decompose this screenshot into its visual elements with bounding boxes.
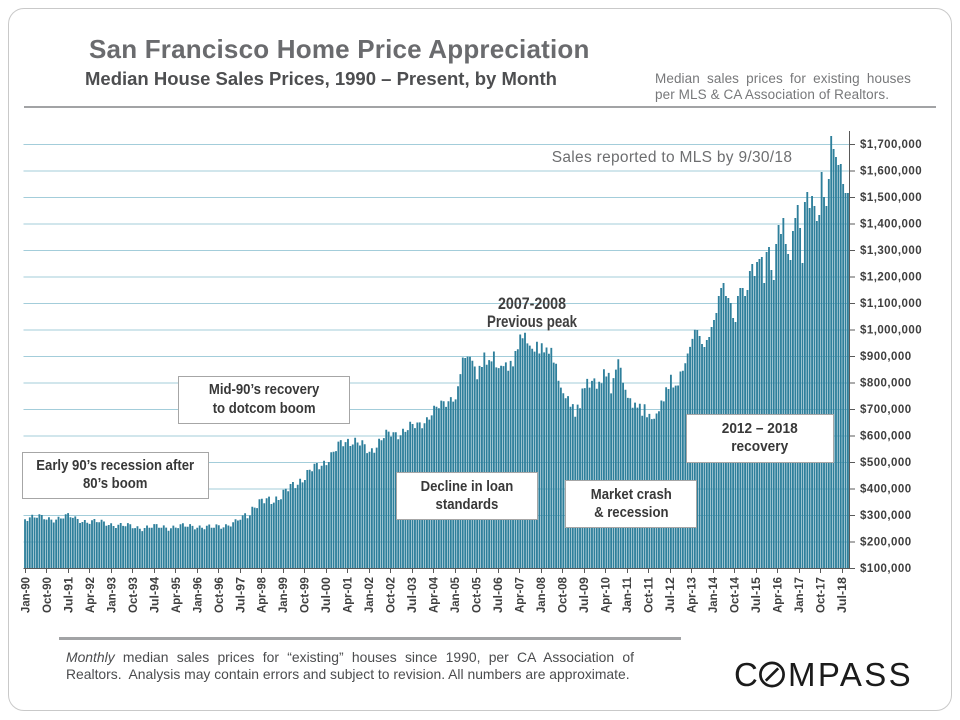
- svg-text:$400,000: $400,000: [860, 484, 912, 496]
- svg-text:$500,000: $500,000: [860, 457, 912, 469]
- svg-text:Jan-17: Jan-17: [792, 577, 806, 613]
- svg-text:$1,400,000: $1,400,000: [860, 219, 922, 231]
- svg-text:Jan-90: Jan-90: [18, 577, 32, 613]
- svg-text:Jul-15: Jul-15: [749, 577, 763, 613]
- svg-text:Oct-02: Oct-02: [384, 577, 398, 613]
- svg-text:Jul-97: Jul-97: [233, 577, 247, 613]
- svg-text:Oct-90: Oct-90: [40, 577, 54, 613]
- svg-text:Jul-91: Jul-91: [61, 577, 75, 613]
- svg-text:Apr-92: Apr-92: [83, 577, 97, 613]
- svg-text:Jan-14: Jan-14: [706, 577, 720, 613]
- svg-text:Jan-02: Jan-02: [362, 577, 376, 613]
- svg-text:Jul-18: Jul-18: [835, 577, 849, 613]
- svg-text:Jul-03: Jul-03: [405, 577, 419, 613]
- svg-text:Apr-04: Apr-04: [427, 577, 441, 613]
- svg-text:$1,600,000: $1,600,000: [860, 166, 922, 178]
- svg-text:$300,000: $300,000: [860, 510, 912, 522]
- svg-text:$900,000: $900,000: [860, 351, 912, 363]
- svg-text:Apr-98: Apr-98: [255, 577, 269, 613]
- svg-text:2007-2008: 2007-2008: [498, 294, 566, 313]
- svg-text:$1,300,000: $1,300,000: [860, 245, 922, 257]
- svg-text:$800,000: $800,000: [860, 378, 912, 390]
- svg-text:Oct-93: Oct-93: [126, 577, 140, 613]
- svg-text:$1,700,000: $1,700,000: [860, 139, 922, 151]
- svg-text:$100,000: $100,000: [860, 563, 912, 575]
- svg-text:Jan-05: Jan-05: [448, 577, 462, 613]
- svg-text:Jul-06: Jul-06: [491, 577, 505, 613]
- svg-text:Jan-93: Jan-93: [104, 577, 118, 613]
- svg-text:Jan-99: Jan-99: [276, 577, 290, 613]
- svg-text:Previous peak: Previous peak: [487, 312, 577, 331]
- svg-text:Jan-96: Jan-96: [190, 577, 204, 613]
- svg-text:Apr-95: Apr-95: [169, 577, 183, 613]
- svg-text:Oct-08: Oct-08: [556, 577, 570, 613]
- svg-text:Jul-00: Jul-00: [319, 577, 333, 613]
- svg-text:Apr-07: Apr-07: [513, 577, 527, 613]
- svg-text:Apr-01: Apr-01: [341, 577, 355, 613]
- svg-text:Apr-16: Apr-16: [771, 577, 785, 613]
- svg-text:$1,500,000: $1,500,000: [860, 192, 922, 204]
- svg-text:Oct-96: Oct-96: [212, 577, 226, 613]
- svg-text:C: C: [734, 661, 758, 691]
- svg-text:$600,000: $600,000: [860, 431, 912, 443]
- svg-text:Jan-11: Jan-11: [620, 577, 634, 613]
- svg-text:$1,200,000: $1,200,000: [860, 272, 922, 284]
- svg-text:Oct-05: Oct-05: [470, 577, 484, 613]
- svg-text:Oct-14: Oct-14: [728, 577, 742, 613]
- svg-text:Oct-11: Oct-11: [642, 577, 656, 613]
- svg-text:$200,000: $200,000: [860, 537, 912, 549]
- svg-text:Jul-12: Jul-12: [663, 577, 677, 613]
- svg-text:Oct-17: Oct-17: [814, 577, 828, 613]
- svg-text:Sales reported to MLS by 9/30/: Sales reported to MLS by 9/30/18: [552, 149, 793, 166]
- svg-text:Oct-99: Oct-99: [298, 577, 312, 613]
- svg-text:$700,000: $700,000: [860, 404, 912, 416]
- svg-text:$1,100,000: $1,100,000: [860, 298, 922, 310]
- svg-text:Jul-09: Jul-09: [577, 577, 591, 613]
- svg-text:$1,000,000: $1,000,000: [860, 325, 922, 337]
- svg-text:Apr-10: Apr-10: [599, 577, 613, 613]
- svg-text:Jul-94: Jul-94: [147, 577, 161, 613]
- svg-text:Apr-13: Apr-13: [685, 577, 699, 613]
- svg-text:MPASS: MPASS: [788, 661, 913, 691]
- svg-text:Jan-08: Jan-08: [534, 577, 548, 613]
